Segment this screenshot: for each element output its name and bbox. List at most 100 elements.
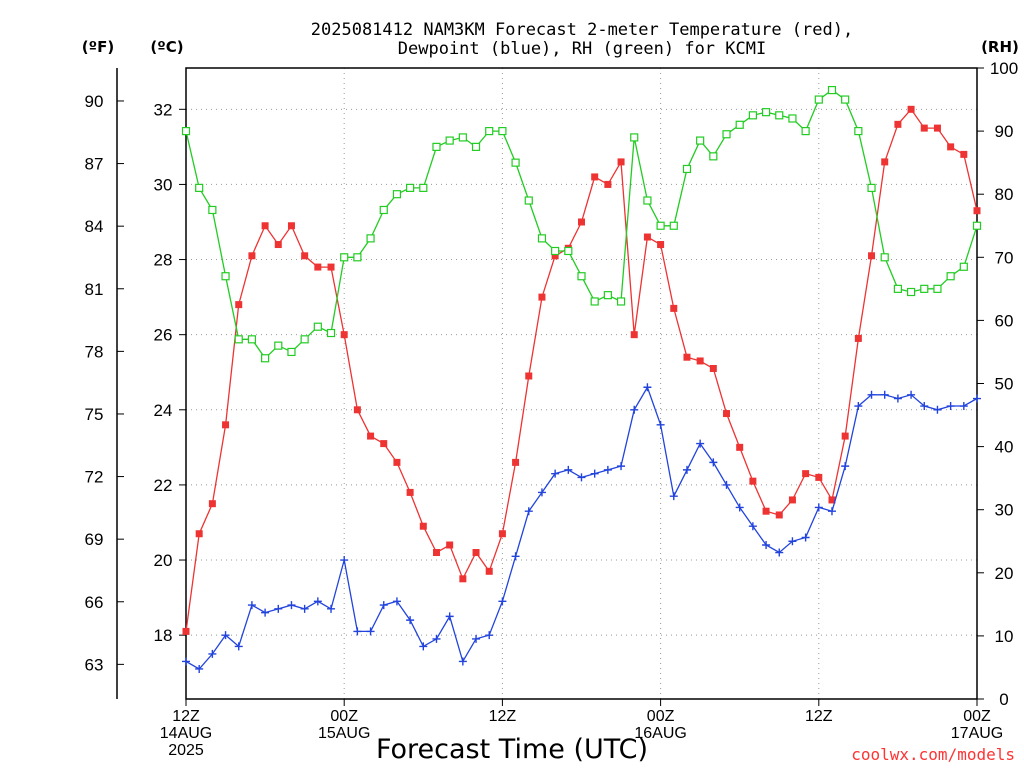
dewpoint-point [854,402,863,411]
temperature-point [960,150,968,158]
x-tick-label: 00Z [330,708,358,725]
unit-label-fahrenheit: (ºF) [82,38,114,56]
x-tick-label: 12Z [489,708,517,725]
rh-tick-label: 50 [995,375,1014,394]
temperature-point [551,252,559,260]
dewpoint-point [340,556,349,565]
temperature-point [841,432,849,440]
temperature-point [828,496,836,504]
dewpoint-point [748,522,757,531]
dewpoint-point [221,631,230,640]
temperature-point [287,222,295,230]
x-tick-label: 12Z [172,708,200,725]
rh-point [616,297,626,306]
rh-point [551,246,560,256]
temperature-point [894,120,902,128]
celsius-tick-label: 22 [154,476,173,495]
rh-point [959,262,968,271]
x-axis-title: Forecast Time (UTC) [376,734,648,765]
temperature-point [261,222,269,230]
dewpoint-point [722,480,731,489]
temperature-point [749,477,757,485]
temperature-point [235,301,243,309]
rh-point [854,126,863,136]
temperature-point [947,143,955,151]
fahrenheit-tick-label: 87 [85,155,104,174]
temperature-point [393,458,401,466]
temperature-point [472,549,480,557]
series-rh [181,85,982,363]
rh-tick-label: 40 [995,438,1014,457]
temperature-point [340,331,348,339]
temperature-point [498,530,506,538]
rh-tick-label: 90 [995,122,1014,141]
dewpoint-point [485,631,494,640]
dewpoint-point [551,469,560,478]
series-layer [181,85,982,673]
celsius-tick-label: 30 [154,175,173,194]
dewpoint-point [841,462,850,471]
unit-label-rh: (RH) [981,38,1019,56]
fahrenheit-tick-label: 63 [85,655,104,674]
dewpoint-point [327,604,336,613]
fahrenheit-tick-label: 84 [85,217,104,236]
axes: 18 20 22 24 26 28 30 32 63 66 69 72 75 78 81 84 87 90 0 10 2… [85,59,1019,759]
rh-tick-label: 60 [995,311,1014,330]
dewpoint-point [261,608,270,617]
dewpoint-point [379,601,388,610]
rh-point [893,284,903,293]
rh-point [537,234,547,243]
dewpoint-point [432,634,441,643]
temperature-point [604,180,612,188]
dewpoint-point [458,657,467,666]
rh-point [524,196,533,205]
dewpoint-point [907,390,916,399]
celsius-tick-label: 32 [154,100,173,119]
rh-point [406,183,415,192]
rh-point [827,85,837,95]
dewpoint-point [537,488,546,497]
rh-point [906,287,916,297]
rh-point [867,183,876,192]
temperature-point [643,233,651,241]
temperature-point [723,410,731,418]
rh-point [630,133,639,142]
x-tick-label: 14AUG [160,725,212,742]
rh-tick-label: 10 [995,627,1014,646]
dewpoint-point [498,597,507,606]
rh-point [353,253,362,262]
temperature-point [868,252,876,260]
temperature-point [920,124,928,132]
celsius-tick-label: 28 [154,251,173,270]
rh-point [946,272,955,281]
x-tick-label: 2025 [168,742,204,759]
rh-point [471,142,481,151]
rh-point [656,221,665,230]
dewpoint-point [656,420,665,429]
rh-point [485,126,494,136]
rh-point [722,130,731,139]
dewpoint-point [274,604,283,613]
rh-tick-label: 70 [995,248,1014,267]
rh-point [511,158,520,167]
rh-point [247,335,257,344]
rh-point [287,347,296,357]
rh-point [696,136,705,145]
dewpoint-point [696,439,705,448]
temperature-point [208,500,216,508]
rh-point [814,95,823,104]
celsius-tick-label: 26 [154,326,173,345]
temperature-point [432,549,440,557]
dewpoint-point [445,612,454,621]
dewpoint-point [353,627,362,636]
dewpoint-point [643,383,652,392]
temperature-point [327,263,335,271]
dewpoint-point [946,402,955,411]
dewpoint-point [524,507,533,516]
fahrenheit-tick-label: 90 [85,92,104,111]
rh-point [379,205,388,215]
rh-point [788,114,797,123]
rh-tick-label: 80 [995,185,1014,204]
rh-point [603,291,612,300]
